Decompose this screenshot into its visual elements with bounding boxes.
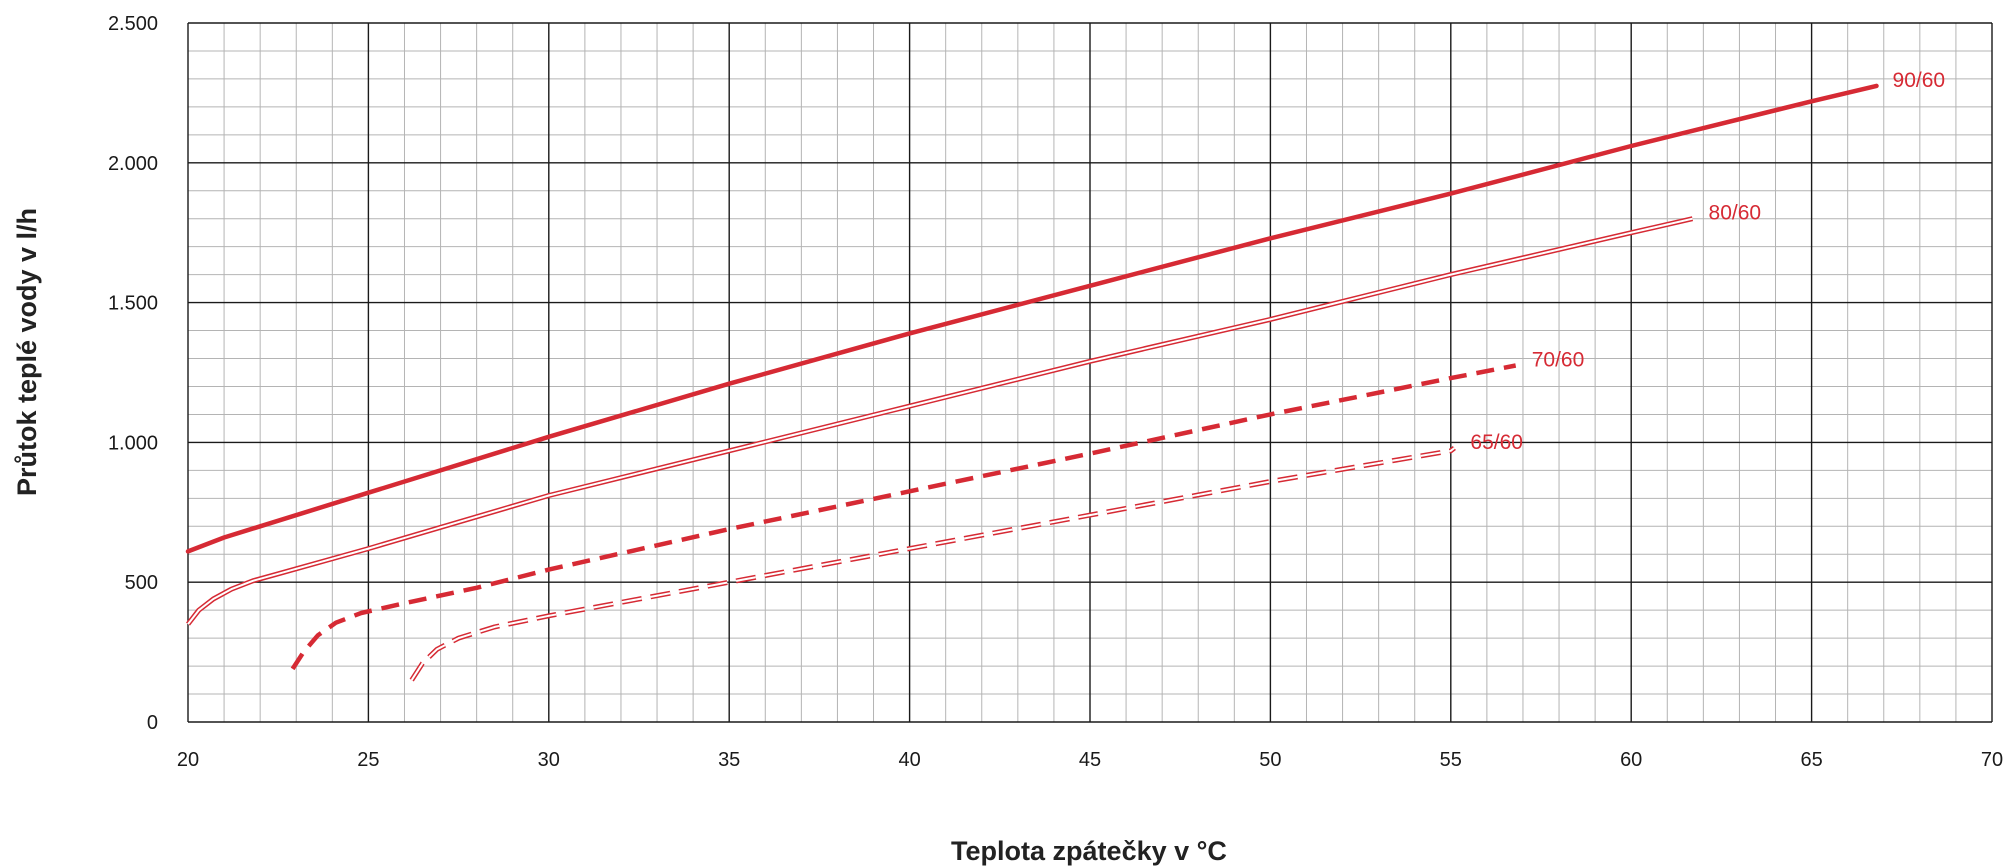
y-tick-label: 500: [125, 572, 158, 594]
x-tick-label: 60: [1620, 749, 1642, 771]
y-tick-label: 2.500: [108, 13, 158, 35]
y-axis-title: Průtok teplé vody v l/h: [12, 208, 42, 496]
x-axis-title: Teplota zpátečky v °C: [951, 836, 1227, 866]
series-line-inner: [187, 217, 1693, 625]
x-tick-label: 55: [1440, 749, 1462, 771]
series-line-inner: [410, 447, 1456, 681]
series-label: 65/60: [1470, 431, 1523, 454]
x-tick-label: 40: [898, 749, 920, 771]
y-tick-label: 1.000: [108, 432, 158, 454]
series-line: [185, 83, 1879, 554]
y-tick-label: 2.000: [108, 153, 158, 175]
series-line: [290, 363, 1517, 671]
series-label: 90/60: [1893, 69, 1946, 92]
series-label: 80/60: [1709, 202, 1762, 225]
y-tick-label: 1.500: [108, 293, 158, 315]
series-90-60: [185, 83, 1879, 554]
series-65-60: [409, 446, 1456, 682]
x-tick-label: 45: [1079, 749, 1101, 771]
major-grid: [187, 22, 1993, 723]
series-70-60: [290, 363, 1517, 671]
x-tick-label: 35: [718, 749, 740, 771]
series-labels: 90/60 80/60 70/60 65/60: [1470, 69, 1945, 454]
series-80-60: [186, 216, 1694, 626]
y-tick-label: 0: [147, 712, 158, 734]
x-tick-label: 70: [1981, 749, 2003, 771]
x-tick-label: 65: [1800, 749, 1822, 771]
series-layer: [185, 83, 1879, 682]
x-tick-label: 30: [538, 749, 560, 771]
x-tick-label: 25: [357, 749, 379, 771]
x-tick-label: 50: [1259, 749, 1281, 771]
tick-labels: 20 25 30 35 40 45 50 55 60 65 70 0 500 1.000 1.500 2.00…: [108, 13, 2003, 771]
x-tick-label: 20: [177, 749, 199, 771]
series-label: 70/60: [1532, 349, 1585, 372]
